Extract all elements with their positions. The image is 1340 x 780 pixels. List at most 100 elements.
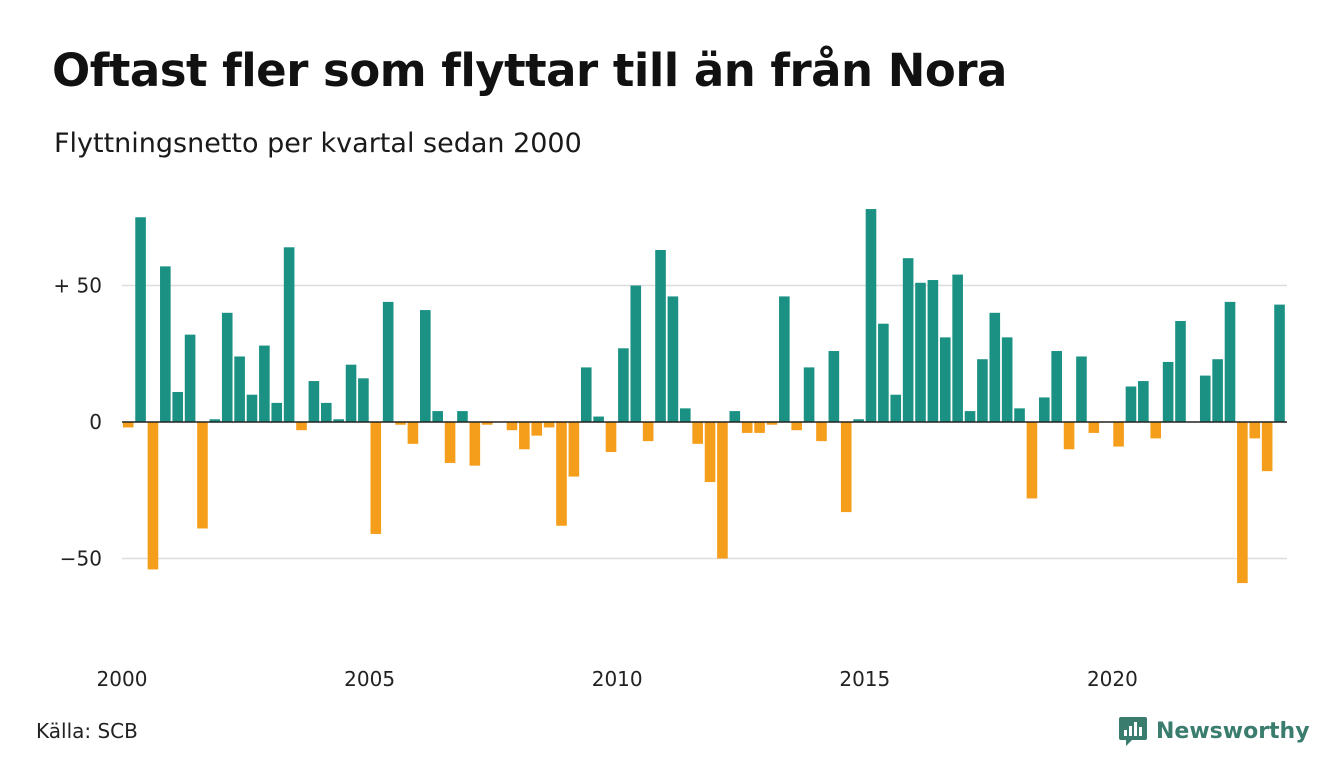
bar-positive [420,310,431,422]
bar-negative [605,422,617,453]
bar-negative [568,422,580,477]
bar-negative [506,422,518,431]
bar-positive [828,351,840,422]
bar-positive [679,408,691,422]
bar-positive [779,296,790,422]
bar-negative [556,422,567,526]
bar-positive [618,348,629,422]
bar-positive [333,419,344,422]
bar-negative [1249,422,1261,439]
bar-positive [135,217,146,422]
bar-negative [1150,422,1162,439]
bar-positive [939,337,951,422]
bar-negative [766,422,778,425]
x-tick-label: 2000 [97,667,148,691]
bar-positive [927,280,939,422]
bar-positive [1001,337,1013,422]
bar-negative [1261,422,1273,472]
bar-negative [1063,422,1075,450]
bar-negative [1113,422,1124,447]
bar-negative [147,422,159,570]
bar-negative [370,422,382,534]
bar-positive [630,285,642,422]
bar-positive [259,345,270,422]
brand-name: Newsworthy [1156,718,1310,744]
bar-negative [469,422,481,466]
bar-positive [865,209,877,422]
x-axis-labels: 2000 2005 2010 2015 2020 [97,667,1138,691]
x-tick-label: 2020 [1087,667,1138,691]
bar-positive [184,334,196,422]
bar-positive [580,367,592,422]
bar-positive [1014,408,1025,422]
bar-positive [952,274,963,422]
bar-negative [840,422,852,513]
bar-positive [902,258,914,422]
bar-positive [1039,397,1050,422]
bar-negative [481,422,493,425]
bar-negative [531,422,543,436]
x-tick-label: 2005 [344,667,395,691]
bar-positive [320,402,332,422]
brand-logo: Newsworthy [1118,714,1310,748]
bar-negative [704,422,716,483]
bar-negative [197,422,208,529]
source-note: Källa: SCB [36,719,138,743]
bar-negative [754,422,765,433]
bar-positive [382,301,394,422]
bar-negative [692,422,703,444]
bar-positive [667,296,679,422]
bar-positive [1224,301,1236,422]
bar-negative [519,422,530,450]
bar-positive [160,266,171,422]
bar-negative [395,422,406,425]
bar-positive [1274,304,1285,422]
bar-chart: + 50 0 −50 2000 2005 2010 2015 2020 [53,209,1287,691]
y-axis-labels: + 50 0 −50 [53,274,102,571]
bar-positive [593,416,604,422]
bar-negative [407,422,419,444]
bar-negative [741,422,753,433]
chart-title: Oftast fler som flyttar till än från Nor… [52,44,1007,97]
bar-positive [172,391,184,422]
bar-positive [432,411,443,422]
bar-positive [246,394,258,422]
bar-positive [234,356,245,422]
bar-positive [853,419,864,422]
bar-positive [345,364,357,422]
y-tick-label: + 50 [53,274,102,298]
bar-positive [1076,356,1087,422]
grid-lines [122,284,1287,560]
bar-positive [1138,381,1149,422]
bar-negative [444,422,456,463]
bar-negative [122,422,134,428]
bar-positive [1125,386,1137,422]
bar-positive [803,367,815,422]
bar-series [122,209,1285,584]
bar-positive [655,250,666,422]
bar-positive [729,411,741,422]
bar-positive [283,247,295,422]
bar-positive [964,411,976,422]
newsworthy-logo-icon [1119,717,1147,746]
bar-positive [878,323,889,422]
bar-positive [1212,359,1223,422]
x-tick-label: 2010 [592,667,643,691]
bar-positive [308,381,320,422]
bar-negative [296,422,307,431]
bar-negative [791,422,803,431]
bar-negative [1088,422,1100,433]
bar-positive [890,394,902,422]
y-tick-label: 0 [89,410,102,434]
bar-positive [457,411,468,422]
bar-positive [915,282,926,422]
x-tick-label: 2015 [839,667,890,691]
bar-positive [977,359,988,422]
bar-negative [642,422,654,442]
bar-positive [989,312,1001,422]
bar-positive [271,402,283,422]
bar-negative [1237,422,1248,584]
bar-negative [1026,422,1038,499]
bar-positive [1051,351,1062,422]
bar-negative [816,422,827,442]
